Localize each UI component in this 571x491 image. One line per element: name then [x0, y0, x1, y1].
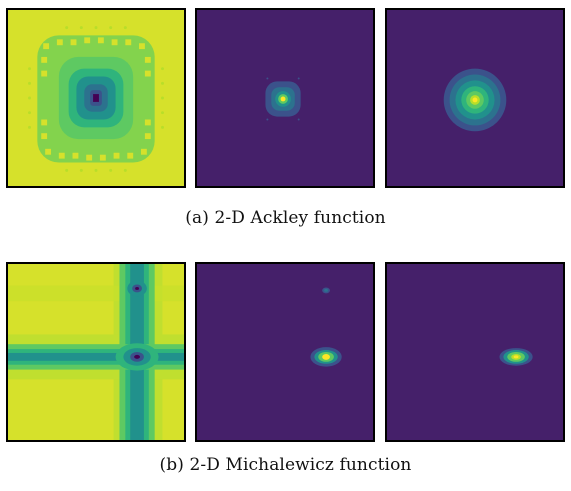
michalewicz-landscape-contour: [8, 264, 184, 440]
michalewicz-density-2-contour: [387, 264, 563, 440]
ackley-density-2-plot: [385, 8, 565, 188]
caption-a: (a) 2-D Ackley function: [185, 208, 386, 228]
ackley-density-1-plot: [195, 8, 375, 188]
ackley-landscape-plot: [6, 8, 186, 188]
ackley-landscape-contour: [8, 10, 184, 186]
ackley-density-2-contour: [387, 10, 563, 186]
michalewicz-landscape-plot: [6, 262, 186, 442]
ackley-density-1-contour: [197, 10, 373, 186]
michalewicz-density-1-contour: [197, 264, 373, 440]
caption-b: (b) 2-D Michalewicz function: [159, 455, 412, 475]
michalewicz-density-2-plot: [385, 262, 565, 442]
michalewicz-density-1-plot: [195, 262, 375, 442]
